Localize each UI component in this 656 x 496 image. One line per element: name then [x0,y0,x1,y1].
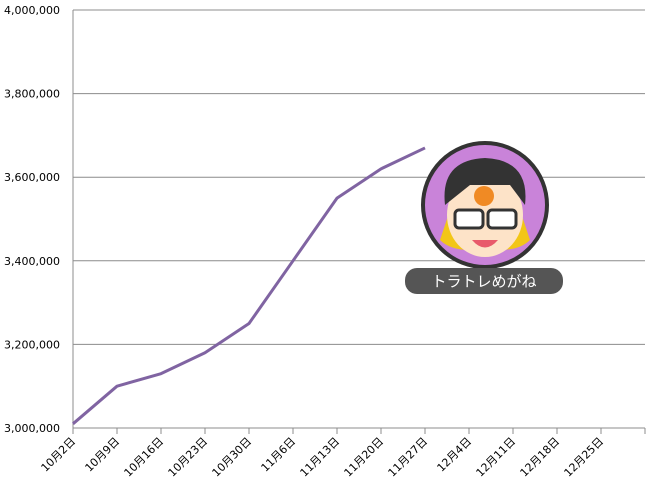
y-tick-label: 4,000,000 [4,4,60,17]
x-tick-label: 10月9日 [83,435,123,475]
annotation: トラトレめがね [431,273,536,291]
x-tick-label: 12月4日 [435,435,475,475]
x-tick-label: 10月16日 [122,435,167,480]
x-tick-label: 10月23日 [166,435,211,480]
x-tick-label: 10月30日 [210,435,255,480]
y-tick-label: 3,800,000 [4,88,60,101]
x-tick-label: 10月2日 [39,435,79,475]
x-tick-label: 12月18日 [518,435,563,480]
x-tick-label: 11月27日 [386,435,431,480]
x-tick-label: 11月13日 [298,435,343,480]
y-tick-label: 3,600,000 [4,171,60,184]
y-tick-label: 3,400,000 [4,255,60,268]
x-tick-label: 11月20日 [342,435,387,480]
y-tick-label: 3,200,000 [4,338,60,351]
avatar: トラトレめがね [405,141,563,294]
y-tick-label: 3,000,000 [4,422,60,435]
x-tick-label: 12月25日 [562,435,607,480]
line [72,146,426,425]
x-tick-label: 11月6日 [259,435,299,475]
x-tick-label: 12月11日 [474,435,519,480]
